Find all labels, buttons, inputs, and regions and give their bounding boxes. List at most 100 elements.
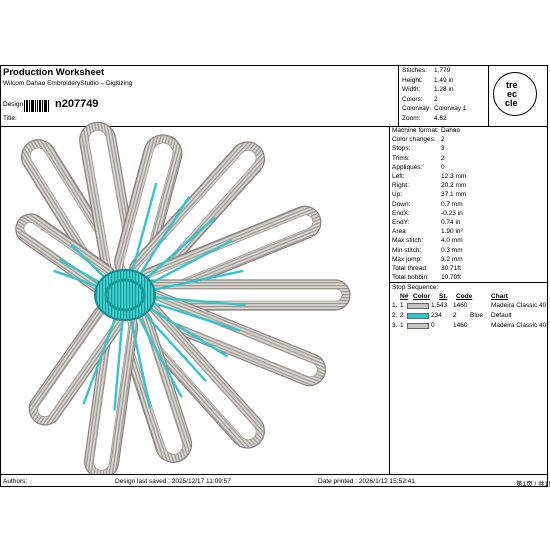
accent-ray (113, 319, 124, 411)
summary-value: 2 (434, 95, 438, 103)
title-label: Title: (3, 115, 17, 122)
detail-label: Area (392, 228, 406, 236)
stop-row-chart: Madeira Classic 40 (491, 322, 547, 329)
summary-divider (398, 65, 399, 126)
detail-label: Total bobbin: (392, 274, 429, 282)
page-title: Production Worksheet (3, 67, 105, 78)
detail-label: EndX: (392, 209, 410, 217)
detail-value: 12.3 mm (441, 173, 467, 180)
stop-row-code: 1460 (453, 302, 468, 309)
detail-label: Up: (392, 191, 403, 199)
stop-row-n: 1 (400, 322, 404, 329)
stop-row-st: 234 (431, 312, 442, 319)
accent-ray (146, 216, 216, 279)
thread-color-swatch (407, 303, 429, 309)
detail-value: 0.7 mm (441, 200, 463, 208)
detail-value: 37.1 mm (441, 191, 467, 199)
stop-row-st: 1,543 (431, 302, 448, 309)
summary-label: Colorway: (402, 105, 431, 112)
summary-label: Colors: (402, 95, 423, 103)
stop-row-code: 1460 (453, 322, 468, 329)
stop-row-st: 0 (431, 322, 435, 329)
summary-label: Width: (402, 86, 421, 93)
summary-value: Colorway 1 (434, 105, 467, 112)
detail-value: 2 (441, 136, 445, 144)
detail-label: Max stitch: (392, 237, 424, 245)
accent-ray (137, 316, 183, 398)
detail-label: Machine format: (392, 127, 439, 134)
logo-line-3: cle (505, 98, 518, 108)
detail-value: 3 (441, 145, 445, 153)
detail-value: 0 (441, 163, 445, 171)
logo-divider (488, 65, 489, 126)
accent-ray (153, 269, 244, 291)
accent-ray (70, 244, 105, 278)
stop-row-code: 2 (453, 312, 457, 319)
footer-divider (0, 474, 548, 475)
detail-label: Total thread: (392, 265, 428, 272)
detail-label: Max jump: (392, 255, 422, 263)
detail-label: Left: (392, 173, 405, 180)
summary-value: 1.28 in (434, 86, 454, 93)
accent-ray (139, 196, 190, 275)
stop-row-name: Blue (470, 312, 484, 319)
footer-authors: Authors: (3, 478, 28, 485)
stop-header-color: Color (413, 293, 430, 300)
summary-value: 1.49 in (434, 76, 454, 84)
embroidery-design-preview (15, 121, 351, 474)
detail-value: 10.70ft (441, 274, 461, 282)
flower-center (94, 269, 156, 321)
accent-ray (143, 313, 207, 382)
design-label: Design: (3, 101, 26, 108)
detail-value: Dahao (441, 127, 461, 134)
summary-label: Zoom: (402, 114, 421, 122)
summary-label: Height: (402, 76, 423, 84)
summary-label: Stitches: (402, 67, 427, 74)
footer-last-saved: Design last saved : 2025/12/17 11:09:57 (115, 478, 231, 485)
thread-color-swatch (407, 323, 429, 329)
stop-row-n: 2 (400, 312, 404, 319)
accent-ray (82, 318, 116, 405)
stop-header-n: N# (400, 293, 409, 300)
accent-ray (58, 258, 101, 284)
detail-label: Stops: (392, 145, 411, 153)
detail-label: Trims: (392, 154, 410, 162)
detail-label: Color changes: (392, 136, 436, 144)
accent-ray (149, 307, 228, 358)
detail-label: Right: (392, 182, 409, 190)
worksheet-frame (0, 65, 548, 487)
stop-header-chart: Chart (491, 293, 508, 300)
detail-label: Down: (392, 200, 411, 208)
stop-row-idx: 3. (392, 322, 398, 329)
stops-divider (389, 282, 548, 283)
detail-value: 1.90 in² (441, 228, 463, 236)
petal-group (15, 121, 351, 474)
barcode-icon (24, 100, 49, 112)
stop-row-idx: 1. (392, 302, 398, 309)
accent-ray (130, 319, 152, 409)
detail-value: -0.23 in (441, 209, 463, 217)
software-name: Wilcom Dahao EmbroideryStudio – Digitizi… (3, 80, 133, 87)
details-divider (389, 126, 390, 474)
accent-rays (53, 182, 246, 411)
detail-value: 4.0 mm (441, 237, 463, 245)
detail-label: Appliqués: (392, 163, 423, 171)
detail-value: 20.2 mm (441, 182, 467, 190)
accent-ray (131, 182, 158, 272)
stop-header-code: Code (456, 293, 473, 300)
stop-row-chart: Madeira Classic 40 (491, 302, 547, 309)
stop-row-chart: Default (491, 312, 512, 319)
summary-value: 4.62 (434, 114, 447, 122)
accent-ray (150, 239, 233, 284)
detail-value: 3.2 mm (441, 255, 463, 263)
detail-value: 0.74 in (441, 219, 461, 226)
accent-ray (152, 301, 241, 332)
detail-label: EndY: (392, 219, 410, 226)
stop-row-idx: 2. (392, 312, 398, 319)
thread-color-swatch (407, 313, 429, 319)
accent-ray (153, 296, 246, 307)
design-number: n207749 (55, 98, 99, 110)
stop-row-n: 1 (400, 302, 404, 309)
detail-value: 30.71ft (441, 265, 461, 272)
stop-sequence-title: Stop Sequence: (392, 284, 439, 291)
